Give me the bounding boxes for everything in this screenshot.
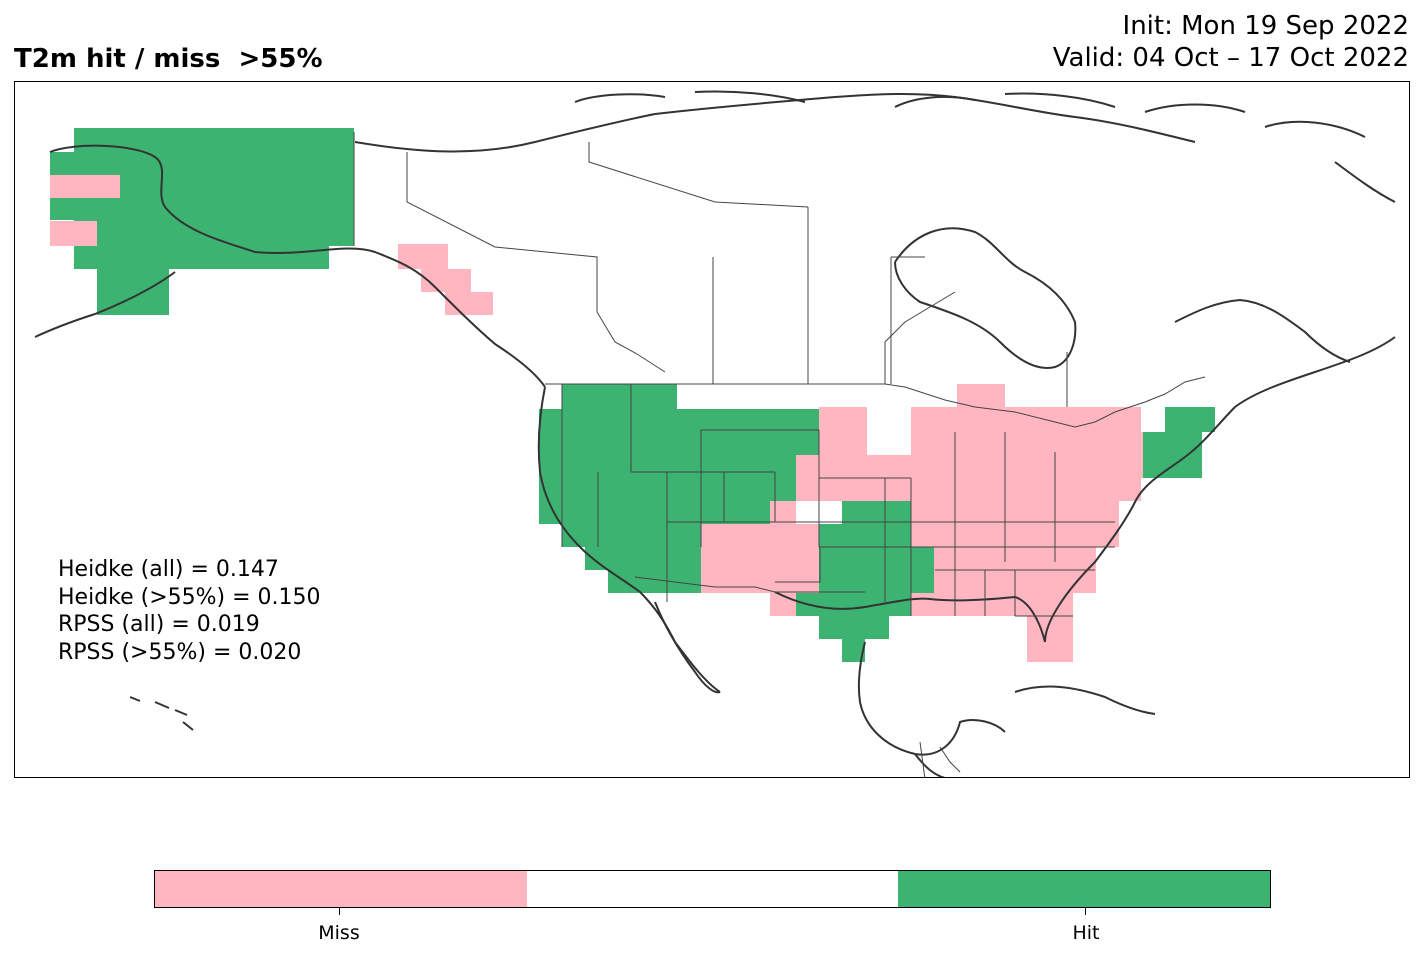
- miss-cell-east: [911, 501, 1119, 547]
- miss-cell-southwest: [701, 524, 819, 593]
- colorbar-miss: [155, 871, 527, 907]
- coastline-hudson: [894, 227, 1077, 369]
- heidke-55-score: Heidke (>55%) = 0.150: [58, 584, 321, 610]
- border-us-states: [561, 384, 1115, 617]
- coastline-east: [1044, 336, 1396, 643]
- rpss-55-score: RPSS (>55%) = 0.020: [58, 639, 302, 665]
- border-provinces: [406, 142, 1068, 407]
- border-mexico: [634, 576, 961, 777]
- colorbar-label-miss: Miss: [318, 922, 360, 944]
- verification-scores: Heidke (all) = 0.147 Heidke (>55%) = 0.1…: [58, 556, 321, 666]
- miss-cell-alaska: [50, 221, 97, 246]
- hit-cell-plains: [796, 593, 911, 616]
- coastline-baja: [654, 601, 721, 694]
- colorbar-tick-hit: [1085, 908, 1086, 915]
- hit-cell-northeast: [1142, 432, 1202, 478]
- hit-cell-plains: [819, 616, 889, 639]
- colorbar-label-hit: Hit: [1072, 922, 1100, 944]
- coastline-alaska-peninsula: [34, 271, 176, 338]
- miss-cell-northeast: [1073, 432, 1143, 478]
- borders: [353, 132, 1206, 777]
- map-panel: [14, 81, 1410, 778]
- miss-cell-southeast: [911, 593, 1073, 616]
- rpss-all-score: RPSS (all) = 0.019: [58, 612, 260, 637]
- hit-cell-plains: [819, 570, 934, 593]
- hit-cell-west: [562, 384, 677, 409]
- miss-cell-alaska: [50, 175, 120, 198]
- coastline-labrador: [1174, 299, 1351, 363]
- colorbar-neutral: [526, 871, 899, 907]
- hit-cell-west: [655, 547, 701, 593]
- hit-cell-west: [539, 409, 819, 501]
- valid-date: Valid: 04 Oct – 17 Oct 2022: [1052, 43, 1409, 73]
- coastline-cuba: [1014, 685, 1156, 715]
- coastline-central-america: [914, 753, 946, 777]
- hit-cell-alaska: [74, 246, 329, 269]
- map-title: T2m hit / miss >55%: [14, 44, 323, 74]
- miss-cell-midwest: [819, 478, 1141, 501]
- miss-cell-midwest: [957, 384, 1005, 407]
- coastline-arctic: [354, 92, 1196, 153]
- map-dates: Init: Mon 19 Sep 2022 Valid: 04 Oct – 17…: [1053, 10, 1409, 74]
- coastline-hawaii: [129, 696, 194, 731]
- hit-cell-plains: [842, 501, 912, 524]
- border-us-canada: [545, 376, 1206, 428]
- hit-cell-west: [539, 501, 793, 524]
- init-date: Init: Mon 19 Sep 2022: [1122, 11, 1409, 41]
- miss-cell-plains: [819, 407, 867, 455]
- coastline-gulf: [857, 641, 1006, 756]
- colorbar-tick-miss: [339, 908, 340, 915]
- coastline-gulf-north: [774, 591, 1046, 643]
- hit-cell-plains: [842, 639, 865, 662]
- coastlines: [34, 90, 1396, 777]
- coastline-alaska: [49, 144, 546, 388]
- hit-cell-northeast: [1165, 407, 1215, 432]
- coastline-arctic-islands: [574, 90, 1396, 203]
- miss-cell-southwest: [770, 501, 796, 524]
- heidke-all-score: Heidke (all) = 0.147: [58, 557, 279, 582]
- colorbar-hit: [898, 871, 1271, 907]
- colorbar: [154, 870, 1271, 908]
- map-canvas: [34, 90, 1396, 777]
